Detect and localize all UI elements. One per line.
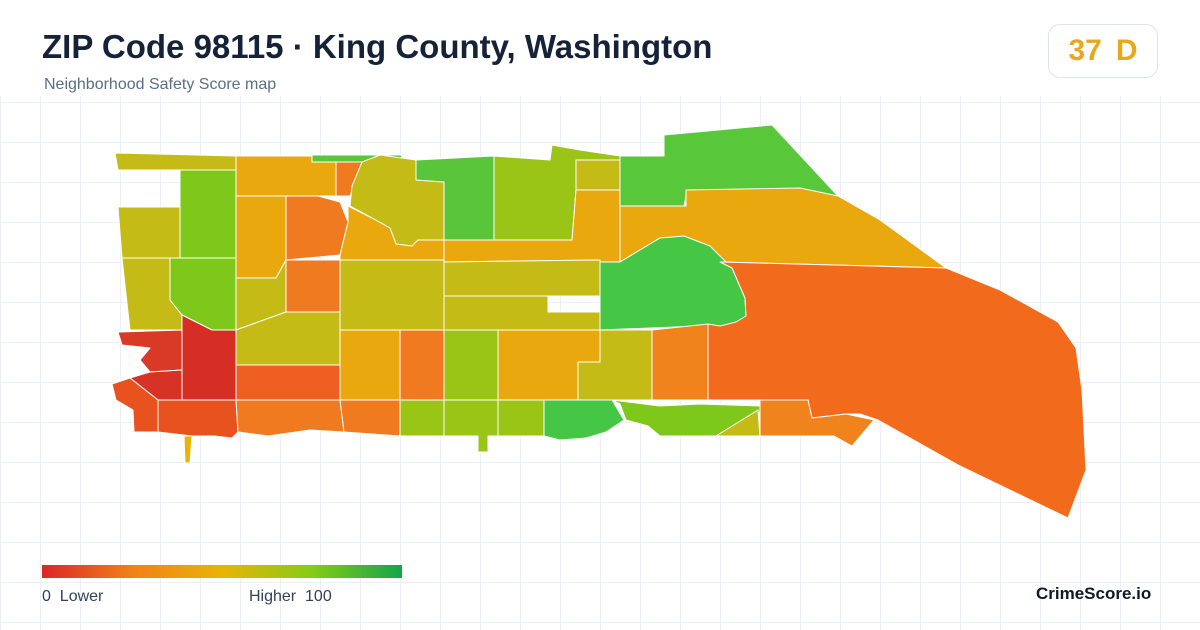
score-grade: D: [1115, 34, 1138, 67]
map-region[interactable]: [285, 195, 349, 261]
map-region[interactable]: [497, 399, 545, 437]
page-subtitle: Neighborhood Safety Score map: [44, 76, 277, 93]
map-region[interactable]: [443, 259, 601, 297]
map-region[interactable]: [443, 399, 499, 453]
map-region[interactable]: [575, 159, 621, 191]
legend-high-label: Higher 100: [249, 588, 332, 605]
map-region[interactable]: [157, 399, 239, 439]
map-region[interactable]: [443, 329, 499, 401]
map-region[interactable]: [339, 205, 445, 261]
map-region[interactable]: [235, 399, 345, 437]
map-region[interactable]: [399, 399, 445, 437]
map-region[interactable]: [715, 409, 761, 437]
map-region[interactable]: [285, 259, 341, 313]
page-title: ZIP Code 98115 · King County, Washington: [42, 28, 713, 65]
map-region[interactable]: [179, 169, 237, 259]
map-region[interactable]: [707, 261, 1087, 519]
brand-logo-text: CrimeScore.io: [1036, 584, 1152, 603]
map-region[interactable]: [339, 329, 401, 401]
header: ZIP Code 98115 · King County, Washington…: [0, 0, 1200, 96]
map-region[interactable]: [339, 259, 445, 331]
safety-score-badge: 37 D: [1048, 24, 1158, 78]
map-region[interactable]: [339, 399, 401, 437]
map-region[interactable]: [235, 364, 341, 401]
map-region[interactable]: [759, 399, 875, 447]
map-region[interactable]: [651, 323, 709, 401]
map-region[interactable]: [543, 399, 625, 441]
legend-color-scale: [42, 565, 402, 578]
map-region[interactable]: [117, 206, 181, 259]
map-region[interactable]: [235, 195, 287, 279]
map-region[interactable]: [183, 435, 193, 464]
map-region[interactable]: [335, 161, 363, 197]
map-region[interactable]: [117, 329, 183, 373]
score-value: 37: [1068, 34, 1102, 67]
map-region[interactable]: [111, 377, 159, 433]
map-region[interactable]: [399, 329, 445, 401]
legend-low-label: 0 Lower: [42, 588, 104, 605]
map-region[interactable]: [443, 295, 601, 331]
